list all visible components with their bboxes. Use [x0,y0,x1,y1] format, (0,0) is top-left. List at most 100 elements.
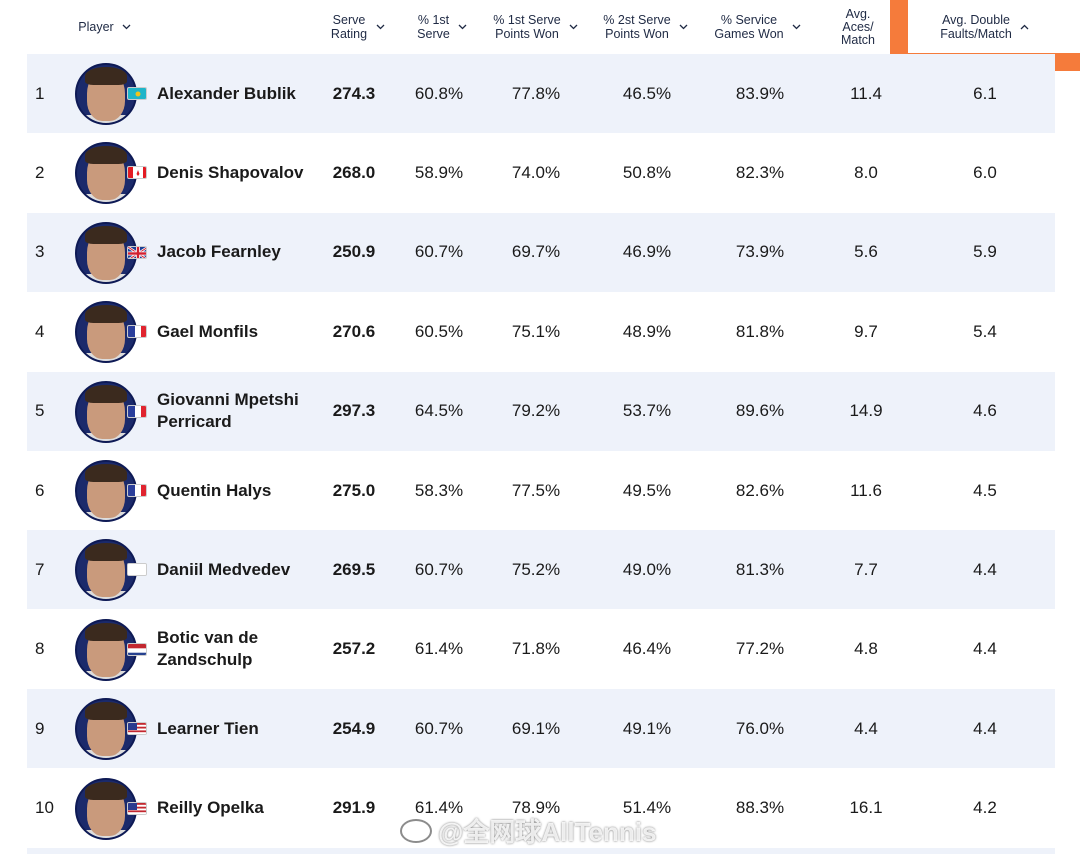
player-avatar[interactable] [75,539,137,602]
first-serve-won-cell: 75.1% [511,321,561,341]
table-row[interactable]: 3 Jacob Fearnley 250.9 60.7% 69.7% 46.9% 73.9%… [27,212,1055,292]
player-avatar[interactable] [75,221,137,284]
second-serve-won-cell: 46.9% [622,242,672,262]
france-flag-icon [127,404,147,418]
first-serve-cell: 60.5% [414,321,464,341]
service-games-won-cell: 73.9% [735,242,785,262]
first-serve-won-cell: 75.2% [511,559,561,579]
second-serve-won-cell: 50.8% [622,162,672,182]
rank-cell: 8 [35,639,45,659]
table-row[interactable]: 9 Learner Tien 254.9 60.7% 69.1% 49.1% 76.0% 4.… [27,689,1055,769]
player-name-link[interactable]: Daniil Medvedev [157,559,291,579]
aces-cell: 8.0 [854,162,878,182]
double-faults-cell: 4.4 [973,718,997,738]
first-serve-cell: 60.7% [414,718,464,738]
player-name-link[interactable]: Jacob Fearnley [157,242,281,262]
france-flag-icon [127,325,147,339]
serve-rating-cell: 250.9 [332,242,376,262]
player-avatar[interactable] [75,698,137,761]
first-serve-won-cell: 71.8% [511,639,561,659]
table-row[interactable]: 4 Gael Monfils 270.6 60.5% 75.1% 48.9% 81.8% 9.… [27,292,1055,371]
blank-flag-icon [127,563,147,577]
table-row[interactable]: 7 Daniil Medvedev 269.5 60.7% 75.2% 49.0% 81.3… [27,530,1055,610]
first-serve-won-cell: 78.9% [511,798,561,818]
service-games-won-cell: 82.6% [735,480,785,500]
header-first-serve[interactable]: % 1st Serve [405,0,480,54]
header-aces[interactable]: Avg. Aces/ Match [826,0,890,54]
header-second-serve-won[interactable]: % 2st Serve Points Won [596,0,696,54]
table-row[interactable]: 10 Reilly Opelka 291.9 61.4% 78.9% 51.4% 88.3%… [27,769,1055,848]
double-faults-cell: 4.4 [973,639,997,659]
aces-cell: 4.8 [854,639,878,659]
second-serve-won-cell: 49.0% [622,559,672,579]
service-games-won-cell: 88.3% [735,798,785,818]
rank-cell: 2 [35,162,45,182]
first-serve-won-cell: 69.1% [511,718,561,738]
usa-flag-icon [127,722,147,736]
table-header: Player Serve Rating % 1st Serve % 1st Se… [0,0,1080,54]
double-faults-cell: 4.5 [973,480,997,500]
double-faults-cell: 4.2 [973,798,997,818]
serve-rating-cell: 274.3 [332,83,376,103]
player-name-link[interactable]: Botic van de Zandschulp [157,628,259,670]
first-serve-won-cell: 77.8% [511,83,561,103]
table-row[interactable]: 5 Giovanni Mpetshi Perricard 297.3 64.5% 79.… [27,371,1055,451]
header-serve-rating-label: Serve Rating [330,13,368,41]
chevron-down-icon [122,22,132,32]
first-serve-cell: 61.4% [414,639,464,659]
player-name-link[interactable]: Giovanni Mpetshi Perricard [157,390,299,432]
watermark-text: @全网球AllTennis [438,817,657,847]
france-flag-icon [127,484,147,497]
chevron-down-icon [792,22,802,32]
player-avatar[interactable] [75,777,137,840]
double-faults-cell: 6.0 [973,162,997,182]
header-first-serve-won[interactable]: % 1st Serve Points Won [486,0,586,54]
player-name-link[interactable]: Quentin Halys [157,480,272,500]
aces-cell: 7.7 [854,559,878,579]
table-row[interactable]: 1 Alexander Bublik 274.3 60.8% 77.8% 46.5% 83.… [27,54,1055,133]
header-player[interactable]: Player [70,0,140,54]
player-avatar[interactable] [75,380,137,443]
player-name-link[interactable]: Learner Tien [157,718,259,738]
header-service-games-won[interactable]: % Service Games Won [708,0,808,54]
serve-rating-cell: 254.9 [332,718,376,738]
table-row[interactable]: 2 Denis Shapovalov 268.0 58.9% 74.0% 50.8% 82.… [27,133,1055,212]
header-double-faults[interactable]: Avg. Double Faults/Match [920,0,1050,54]
double-faults-cell: 5.9 [973,242,997,262]
rank-cell: 6 [35,480,45,500]
player-name-link[interactable]: Denis Shapovalov [157,162,304,182]
service-games-won-cell: 82.3% [735,162,785,182]
serve-rating-cell: 275.0 [332,480,376,500]
player-avatar[interactable] [75,63,137,125]
second-serve-won-cell: 48.9% [622,321,672,341]
table-row[interactable]: 8 Botic van de Zandschulp 257.2 61.4% 71.8% 4… [27,610,1055,689]
table-row-partial [27,848,1055,854]
aces-cell: 9.7 [854,321,878,341]
rank-cell: 7 [35,559,45,579]
first-serve-cell: 60.7% [414,559,464,579]
serve-rating-cell: 270.6 [332,321,376,341]
kazakhstan-flag-icon [127,87,147,100]
header-serve-rating[interactable]: Serve Rating [318,0,398,54]
header-first-serve-won-label: % 1st Serve Points Won [493,13,561,41]
player-name-link[interactable]: Reilly Opelka [157,798,264,818]
header-player-label: Player [78,20,114,34]
player-avatar[interactable] [75,142,137,205]
double-faults-cell: 5.4 [973,321,997,341]
chevron-up-icon [1020,22,1030,32]
rank-cell: 9 [35,718,45,738]
player-avatar[interactable] [75,301,137,364]
second-serve-won-cell: 51.4% [622,798,672,818]
serve-rating-cell: 297.3 [332,401,376,421]
usa-flag-icon [127,801,147,815]
serve-rating-cell: 269.5 [332,559,376,579]
table-row[interactable]: 6 Quentin Halys 275.0 58.3% 77.5% 49.5% 82.6% 1… [27,451,1055,530]
aces-cell: 16.1 [849,798,883,818]
player-name-link[interactable]: Gael Monfils [157,321,259,341]
weibo-icon [400,818,432,843]
canada-flag-icon [127,166,147,180]
first-serve-won-cell: 79.2% [511,401,561,421]
aces-cell: 11.4 [850,83,882,103]
netherlands-flag-icon [127,642,147,656]
player-name-link[interactable]: Alexander Bublik [157,83,296,103]
